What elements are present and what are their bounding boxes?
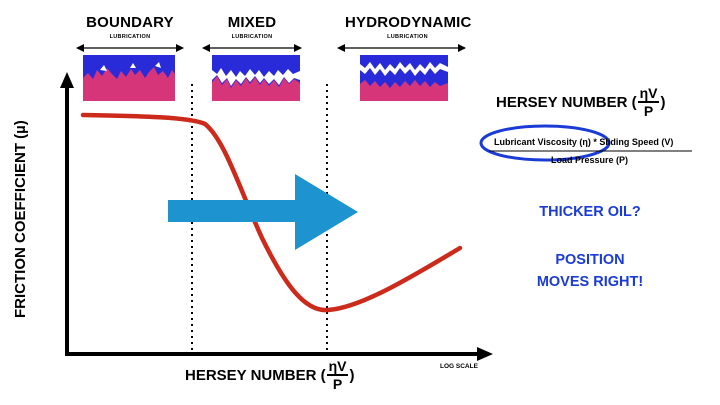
x-axis-arrowhead [477,347,493,361]
x-axis-label-text: HERSEY NUMBER ( [185,366,326,384]
regime-subtitle-hydrodynamic: LUBRICATION [387,34,428,40]
regime-title-mixed: MIXED [227,14,277,31]
y-axis-arrowhead [60,72,74,88]
x-axis-fraction: ηV P [326,358,349,392]
formula-sliding-speed: Sliding Speed (V) [599,137,674,147]
log-scale-label: LOG SCALE [440,363,478,370]
hydrodynamic-lubrication-illustration [360,55,448,101]
position-answer-line1: POSITION [555,252,625,268]
formula-title-text: HERSEY NUMBER ( [496,93,637,111]
formula-multiply: * [590,137,600,147]
regime-subtitle-boundary: LUBRICATION [109,34,151,40]
formula-numerator: Lubricant Viscosity (η) * Sliding Speed … [494,137,673,147]
regime-title-hydrodynamic: HYDRODYNAMIC [345,14,472,31]
formula-title-fraction-numerator: ηV [637,85,660,103]
x-axis-label-close: ) [349,366,355,384]
x-axis-fraction-numerator: ηV [326,358,349,376]
position-answer-line2: MOVES RIGHT! [536,274,644,290]
thicker-oil-question: THICKER OIL? [539,204,641,220]
stribeck-curve [80,112,463,313]
y-axis-label: FRICTION COEFFICIENT (µ) [12,120,29,318]
boundary-lubrication-illustration [83,55,175,101]
formula-title-fraction: ηV P [637,85,660,119]
x-axis-fraction-denominator: P [332,376,343,392]
shift-right-arrow [168,174,358,250]
x-axis-label: HERSEY NUMBER ( ηV P ) [185,359,354,391]
mixed-lubrication-illustration [212,55,300,101]
regime-subtitle-mixed: LUBRICATION [231,34,273,40]
formula-title-close: ) [660,93,666,111]
regime-title-boundary: BOUNDARY [86,14,174,31]
viscosity-highlight-ellipse [479,124,611,162]
formula-denominator: Load Pressure (P) [551,155,629,165]
formula-title: HERSEY NUMBER ( ηV P ) [496,86,665,118]
formula-viscosity: Lubricant Viscosity (η) [494,137,591,147]
formula-title-fraction-denominator: P [643,103,654,119]
